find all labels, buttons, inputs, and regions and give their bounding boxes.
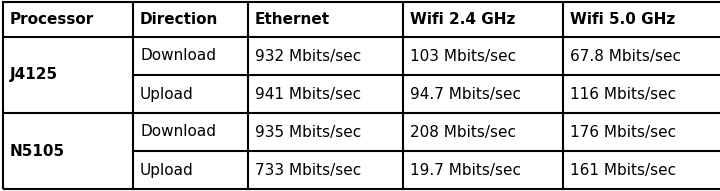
Text: Download: Download [140,49,216,63]
Text: Upload: Upload [140,163,194,177]
Text: 103 Mbits/sec: 103 Mbits/sec [410,49,516,63]
Text: Upload: Upload [140,87,194,101]
Text: 935 Mbits/sec: 935 Mbits/sec [255,125,361,139]
Text: Wifi 2.4 GHz: Wifi 2.4 GHz [410,12,516,27]
Text: 941 Mbits/sec: 941 Mbits/sec [255,87,361,101]
Text: 94.7 Mbits/sec: 94.7 Mbits/sec [410,87,521,101]
Text: Download: Download [140,125,216,139]
Text: 208 Mbits/sec: 208 Mbits/sec [410,125,516,139]
Text: 733 Mbits/sec: 733 Mbits/sec [255,163,361,177]
Text: J4125: J4125 [10,67,58,83]
Text: 116 Mbits/sec: 116 Mbits/sec [570,87,676,101]
Text: Ethernet: Ethernet [255,12,330,27]
Text: Processor: Processor [10,12,94,27]
Text: N5105: N5105 [10,143,65,159]
Text: Direction: Direction [140,12,218,27]
Text: Wifi 5.0 GHz: Wifi 5.0 GHz [570,12,675,27]
Text: 67.8 Mbits/sec: 67.8 Mbits/sec [570,49,681,63]
Text: 176 Mbits/sec: 176 Mbits/sec [570,125,676,139]
Text: 932 Mbits/sec: 932 Mbits/sec [255,49,361,63]
Text: 161 Mbits/sec: 161 Mbits/sec [570,163,676,177]
Text: 19.7 Mbits/sec: 19.7 Mbits/sec [410,163,521,177]
